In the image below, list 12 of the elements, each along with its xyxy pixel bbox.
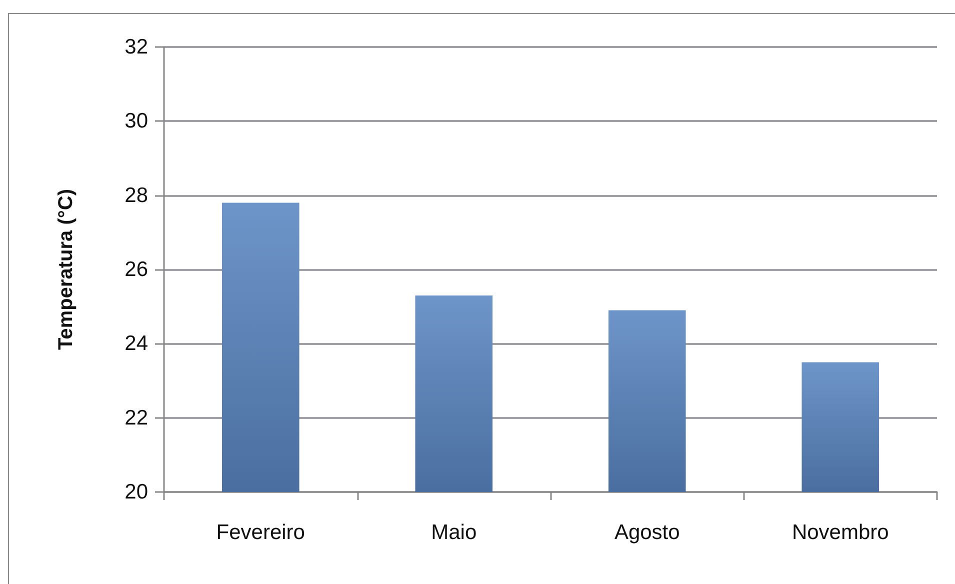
y-tick-label: 30 bbox=[124, 110, 148, 133]
x-tick-label: Agosto bbox=[614, 521, 680, 544]
y-tick-label: 32 bbox=[124, 36, 148, 58]
y-tick-label: 24 bbox=[124, 332, 148, 356]
x-tick-label: Novembro bbox=[792, 521, 889, 544]
x-tick-label: Maio bbox=[431, 521, 477, 544]
x-tick-label: Fevereiro bbox=[216, 521, 305, 544]
y-tick-label: 20 bbox=[124, 480, 148, 504]
y-tick-label: 26 bbox=[124, 258, 148, 281]
y-tick-label: 28 bbox=[124, 184, 148, 207]
y-tick-label: 22 bbox=[124, 406, 148, 430]
y-axis-title: Temperatura (°C) bbox=[55, 189, 77, 350]
